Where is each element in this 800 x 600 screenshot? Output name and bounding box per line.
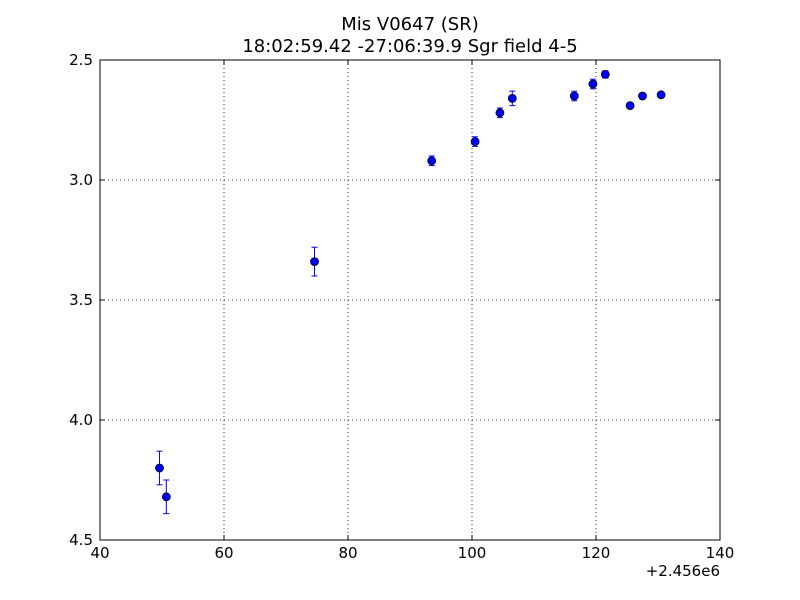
x-tick-label: 60 <box>214 544 233 562</box>
chart-subtitle: 18:02:59.42 -27:06:39.9 Sgr field 4-5 <box>242 36 577 57</box>
grid-lines <box>100 60 720 540</box>
data-point <box>310 257 319 267</box>
y-tick-label: 2.5 <box>69 51 93 69</box>
x-tick-label: 140 <box>706 544 735 562</box>
data-point <box>588 79 598 89</box>
y-tick-label: 4.5 <box>69 531 93 549</box>
data-point <box>495 108 505 118</box>
data-point <box>625 101 635 110</box>
x-tick-label: 40 <box>90 544 109 562</box>
data-points <box>155 70 666 515</box>
x-tick-label: 80 <box>338 544 357 562</box>
data-point <box>600 70 610 79</box>
x-offset-label: +2.456e6 <box>646 562 720 580</box>
data-point <box>161 492 171 502</box>
axis-ticks: 40 60 80 100 120 140 2.5 3.0 3.5 4.0 4.5 <box>69 51 734 562</box>
y-tick-label: 3.0 <box>69 171 93 189</box>
x-tick-label: 100 <box>458 544 487 562</box>
chart-title: Mis V0647 (SR) <box>341 14 478 35</box>
data-point <box>638 91 647 101</box>
data-point <box>427 156 437 166</box>
y-tick-label: 3.5 <box>69 291 93 309</box>
data-point <box>155 463 164 473</box>
data-point <box>470 137 480 147</box>
y-tick-label: 4.0 <box>69 411 93 429</box>
data-point <box>656 90 666 100</box>
data-point <box>569 91 579 101</box>
x-tick-label: 120 <box>582 544 611 562</box>
data-point <box>507 94 517 103</box>
